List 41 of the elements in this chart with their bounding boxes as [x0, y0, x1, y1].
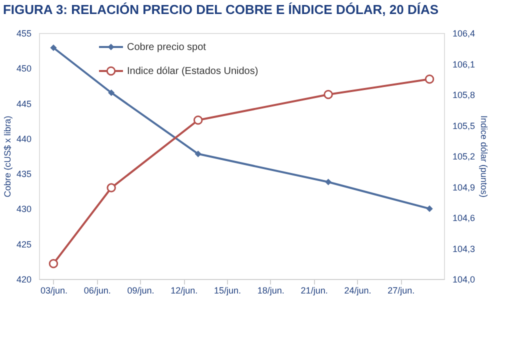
- y-tick-label: 425: [16, 239, 32, 250]
- y-tick-label: 430: [16, 204, 32, 214]
- x-tick-label: 24/jun.: [344, 286, 372, 296]
- y2-axis-title: Indice dólar (puntos): [479, 115, 490, 198]
- y-tick-label: 420: [16, 274, 32, 284]
- y2-tick-label: 106,4: [452, 28, 476, 38]
- point: [195, 150, 202, 157]
- point: [48, 259, 58, 268]
- y-tick-label: 445: [16, 98, 32, 109]
- x-tick-label: 12/jun.: [170, 286, 198, 296]
- x-tick-label: 18/jun.: [257, 286, 284, 296]
- y2-tick-label: 104,6: [452, 213, 476, 223]
- y2-tick-label: 104,3: [452, 244, 476, 254]
- x-tick-label: 27/jun.: [388, 286, 415, 296]
- point: [193, 116, 203, 125]
- y-tick-label: 455: [16, 28, 32, 38]
- y2-tick-label: 105,5: [452, 120, 476, 131]
- point: [424, 74, 434, 84]
- legend-label: Cobre precio spot: [127, 42, 206, 53]
- x-tick-label: 21/jun.: [300, 286, 328, 296]
- x-tick-label: 06/jun.: [84, 286, 111, 296]
- point: [325, 179, 332, 185]
- point: [426, 206, 433, 212]
- x-tick-label: 15/jun.: [214, 286, 242, 296]
- y2-tick-label: 104,9: [452, 182, 476, 192]
- legend-label: Indice dólar (Estados Unidos): [127, 66, 258, 77]
- y2-tick-label: 105,8: [452, 90, 476, 100]
- point: [324, 90, 333, 100]
- point: [106, 183, 116, 192]
- y2-tick-label: 106,1: [452, 59, 476, 70]
- y2-tick-label: 104,0: [452, 274, 476, 284]
- y2-tick-label: 105,2: [452, 152, 476, 162]
- point: [50, 44, 56, 51]
- point: [108, 90, 114, 96]
- y-axis-title: Cobre (cUS$ x libra): [2, 116, 12, 198]
- y-tick-label: 450: [16, 64, 32, 74]
- x-tick-label: 09/jun.: [127, 286, 154, 296]
- x-tick-label: 03/jun.: [40, 286, 68, 296]
- y-tick-label: 435: [16, 169, 32, 180]
- chart-title: FIGURA 3: RELACIÓN PRECIO DEL COBRE E ÍNDICE DÓLAR, 20 DÍAS: [2, 2, 439, 17]
- y-tick-label: 440: [16, 134, 32, 144]
